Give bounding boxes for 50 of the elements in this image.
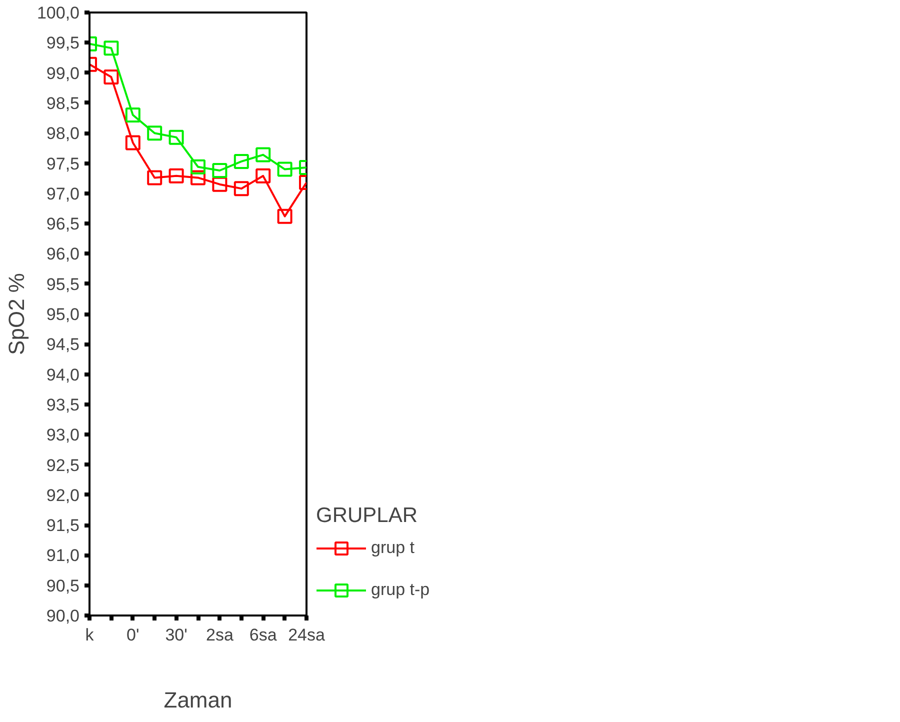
point [168, 168, 184, 184]
point [212, 162, 228, 178]
point [277, 208, 292, 224]
y-tick-label: 94,5 [46, 335, 80, 354]
y-tick-label: 95,0 [46, 305, 80, 324]
point [104, 40, 119, 56]
point [190, 159, 206, 174]
x-axis-title: Zaman [164, 688, 232, 712]
y-tick-label: 97,0 [46, 184, 80, 204]
x-tick-label: 2sa [206, 626, 234, 644]
x-tick-label: 0' [126, 626, 140, 644]
y-tick-label: 97,5 [46, 154, 80, 174]
point [147, 170, 162, 186]
y-tick-label: 100,0 [36, 4, 80, 22]
x-tick-label: k [85, 626, 94, 644]
x-tick-label: 6sa [249, 626, 278, 644]
y-tick-label: 99,0 [46, 64, 80, 83]
legend-label: grup t-p [371, 580, 430, 600]
y-tick-label: 96,0 [46, 244, 80, 264]
point [256, 168, 271, 184]
point [190, 170, 206, 186]
point [168, 130, 184, 145]
point [125, 135, 140, 150]
y-tick-label: 99,5 [46, 34, 80, 53]
legend-title: GRUPLAR [316, 504, 419, 528]
point [125, 108, 140, 123]
point [147, 126, 162, 141]
y-tick-label: 98,5 [46, 94, 80, 113]
y-axis-title: SpO2 % [4, 273, 29, 355]
y-tick-label: 91,0 [46, 546, 80, 566]
x-tick-label: 30' [165, 626, 188, 644]
y-tick-label: 95,5 [46, 274, 80, 294]
point [234, 181, 249, 196]
y-tick-label: 96,5 [46, 214, 80, 234]
y-tick-label: 93,0 [46, 426, 80, 445]
point [277, 162, 292, 177]
y-tick-label: 93,5 [46, 395, 80, 414]
point [212, 176, 228, 192]
y-tick-label: 98,0 [46, 124, 80, 144]
y-tick-label: 94,0 [46, 365, 80, 384]
y-tick-label: 91,5 [46, 516, 80, 536]
point [104, 70, 119, 85]
point [256, 147, 271, 162]
x-tick-label: 24sa [288, 626, 326, 644]
y-tick-label: 92,0 [46, 486, 80, 505]
y-tick-label: 92,5 [46, 456, 80, 475]
y-tick-label: 90,0 [46, 606, 80, 626]
point [234, 154, 249, 169]
legend-label: grup t [371, 538, 414, 558]
y-tick-label: 90,5 [46, 576, 80, 596]
